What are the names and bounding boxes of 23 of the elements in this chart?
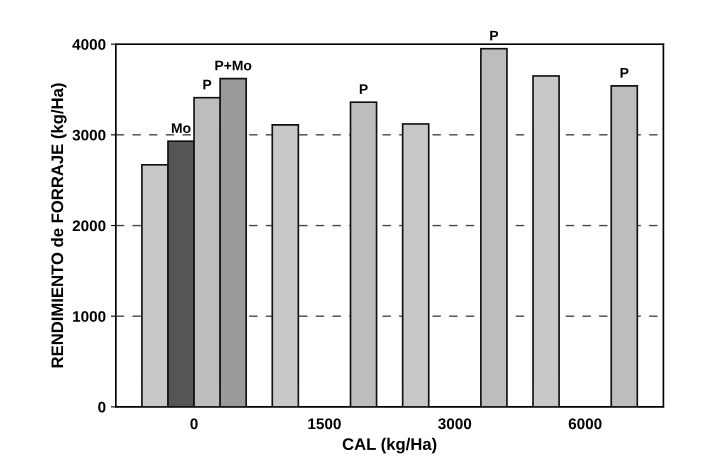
bar (532, 75, 560, 407)
x-tick-label: 6000 (568, 418, 602, 430)
x-tick-label: 3000 (438, 418, 472, 430)
bar (271, 124, 300, 407)
x-tick-label: 0 (190, 418, 198, 430)
y-tick-label: 3000 (72, 130, 106, 141)
y-tick-label: 4000 (72, 39, 106, 50)
text: P (203, 80, 212, 90)
y-tick-label: 0 (98, 402, 106, 413)
series-label: P+Mo (215, 60, 252, 70)
series-label: P (360, 84, 368, 94)
text: P (490, 30, 498, 40)
y-tick-label: 1000 (73, 311, 106, 322)
x-tick-label: 1500 (308, 418, 341, 430)
bar (610, 85, 638, 407)
series-label: Mo (172, 123, 190, 134)
text: P (620, 68, 628, 78)
y-tick-label: 2000 (72, 220, 106, 232)
bar (480, 48, 508, 407)
bar (402, 123, 430, 407)
bar (350, 101, 378, 407)
y-axis-title: RENDIMIENTO de FORRAJE (kg/Ha) (50, 83, 67, 368)
x-axis-title: CAL (kg/Ha) (342, 438, 436, 454)
